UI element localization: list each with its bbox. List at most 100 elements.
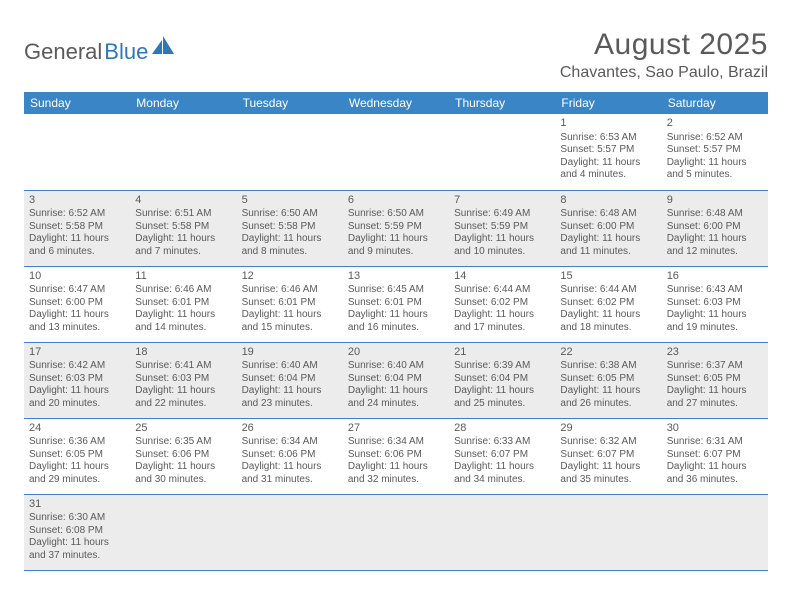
day-detail: Sunset: 5:59 PM [348,221,444,234]
day-detail: Sunrise: 6:34 AM [242,436,338,449]
day-detail: Sunrise: 6:41 AM [135,360,231,373]
day-detail: Sunset: 6:04 PM [348,373,444,386]
calendar-cell: 12Sunrise: 6:46 AMSunset: 6:01 PMDayligh… [237,266,343,342]
calendar-cell: 14Sunrise: 6:44 AMSunset: 6:02 PMDayligh… [449,266,555,342]
logo: General Blue [24,34,174,70]
day-number: 21 [454,346,550,360]
col-tuesday: Tuesday [237,92,343,114]
day-detail: Sunset: 5:57 PM [560,144,656,157]
day-number: 25 [135,422,231,436]
day-detail: Sunrise: 6:32 AM [560,436,656,449]
day-detail: Daylight: 11 hours [135,461,231,474]
day-detail: and 15 minutes. [242,322,338,335]
day-header-row: Sunday Monday Tuesday Wednesday Thursday… [24,92,768,114]
day-detail: and 17 minutes. [454,322,550,335]
day-detail: Sunrise: 6:48 AM [667,208,763,221]
day-detail: Daylight: 11 hours [454,385,550,398]
calendar-cell [130,494,236,570]
day-number: 13 [348,270,444,284]
day-detail: Sunset: 5:57 PM [667,144,763,157]
day-detail: and 9 minutes. [348,246,444,259]
calendar-row: 31Sunrise: 6:30 AMSunset: 6:08 PMDayligh… [24,494,768,570]
day-detail: Sunset: 6:01 PM [242,297,338,310]
calendar-cell [237,494,343,570]
day-detail: Daylight: 11 hours [242,385,338,398]
calendar-cell: 24Sunrise: 6:36 AMSunset: 6:05 PMDayligh… [24,418,130,494]
day-number: 30 [667,422,763,436]
day-detail: and 22 minutes. [135,398,231,411]
logo-text-general: General [24,39,102,65]
day-detail: Sunset: 6:08 PM [29,525,125,538]
day-detail: Daylight: 11 hours [348,309,444,322]
day-detail: Sunrise: 6:30 AM [29,512,125,525]
calendar-cell: 10Sunrise: 6:47 AMSunset: 6:00 PMDayligh… [24,266,130,342]
day-detail: Daylight: 11 hours [242,233,338,246]
day-detail: and 24 minutes. [348,398,444,411]
calendar-cell [555,494,661,570]
calendar-cell: 26Sunrise: 6:34 AMSunset: 6:06 PMDayligh… [237,418,343,494]
day-number: 31 [29,498,125,512]
month-title: August 2025 [560,28,768,62]
day-detail: Sunset: 6:01 PM [135,297,231,310]
calendar-page: General Blue August 2025 Chavantes, Sao … [0,0,792,583]
day-detail: Sunrise: 6:43 AM [667,284,763,297]
calendar-row: 3Sunrise: 6:52 AMSunset: 5:58 PMDaylight… [24,190,768,266]
day-number: 19 [242,346,338,360]
day-detail: Daylight: 11 hours [560,233,656,246]
calendar-cell [130,114,236,190]
calendar-cell [449,114,555,190]
day-number: 29 [560,422,656,436]
day-number: 28 [454,422,550,436]
day-detail: Daylight: 11 hours [348,233,444,246]
day-number: 17 [29,346,125,360]
day-detail: Daylight: 11 hours [135,233,231,246]
day-detail: Sunrise: 6:39 AM [454,360,550,373]
logo-sail-icon [152,34,174,60]
day-detail: Sunset: 6:03 PM [29,373,125,386]
calendar-cell [343,114,449,190]
calendar-cell: 20Sunrise: 6:40 AMSunset: 6:04 PMDayligh… [343,342,449,418]
day-detail: and 10 minutes. [454,246,550,259]
day-detail: Daylight: 11 hours [135,385,231,398]
calendar-row: 10Sunrise: 6:47 AMSunset: 6:00 PMDayligh… [24,266,768,342]
day-detail: and 37 minutes. [29,550,125,563]
day-detail: Daylight: 11 hours [242,309,338,322]
calendar-cell: 2Sunrise: 6:52 AMSunset: 5:57 PMDaylight… [662,114,768,190]
day-detail: and 14 minutes. [135,322,231,335]
day-detail: Sunset: 6:03 PM [667,297,763,310]
header: General Blue August 2025 Chavantes, Sao … [24,28,768,82]
calendar-cell: 4Sunrise: 6:51 AMSunset: 5:58 PMDaylight… [130,190,236,266]
day-detail: and 32 minutes. [348,474,444,487]
day-detail: Daylight: 11 hours [560,157,656,170]
day-detail: and 29 minutes. [29,474,125,487]
day-detail: Sunrise: 6:36 AM [29,436,125,449]
day-detail: Daylight: 11 hours [667,157,763,170]
calendar-cell: 31Sunrise: 6:30 AMSunset: 6:08 PMDayligh… [24,494,130,570]
day-detail: Sunset: 6:03 PM [135,373,231,386]
day-detail: Sunrise: 6:37 AM [667,360,763,373]
day-number: 8 [560,194,656,208]
day-detail: Sunrise: 6:53 AM [560,132,656,145]
day-detail: and 6 minutes. [29,246,125,259]
day-detail: Daylight: 11 hours [29,537,125,550]
calendar-row: 24Sunrise: 6:36 AMSunset: 6:05 PMDayligh… [24,418,768,494]
day-detail: Sunrise: 6:50 AM [242,208,338,221]
day-detail: Daylight: 11 hours [667,309,763,322]
day-detail: Sunrise: 6:52 AM [667,132,763,145]
calendar-row: 17Sunrise: 6:42 AMSunset: 6:03 PMDayligh… [24,342,768,418]
day-number: 1 [560,117,656,131]
day-number: 22 [560,346,656,360]
day-number: 11 [135,270,231,284]
calendar-cell: 22Sunrise: 6:38 AMSunset: 6:05 PMDayligh… [555,342,661,418]
day-detail: and 31 minutes. [242,474,338,487]
day-detail: Sunset: 6:05 PM [667,373,763,386]
calendar-cell: 29Sunrise: 6:32 AMSunset: 6:07 PMDayligh… [555,418,661,494]
calendar-cell: 28Sunrise: 6:33 AMSunset: 6:07 PMDayligh… [449,418,555,494]
day-detail: Sunrise: 6:50 AM [348,208,444,221]
calendar-cell: 5Sunrise: 6:50 AMSunset: 5:58 PMDaylight… [237,190,343,266]
calendar-cell [662,494,768,570]
day-detail: Sunrise: 6:40 AM [242,360,338,373]
day-detail: and 4 minutes. [560,169,656,182]
day-number: 16 [667,270,763,284]
calendar-table: Sunday Monday Tuesday Wednesday Thursday… [24,92,768,571]
